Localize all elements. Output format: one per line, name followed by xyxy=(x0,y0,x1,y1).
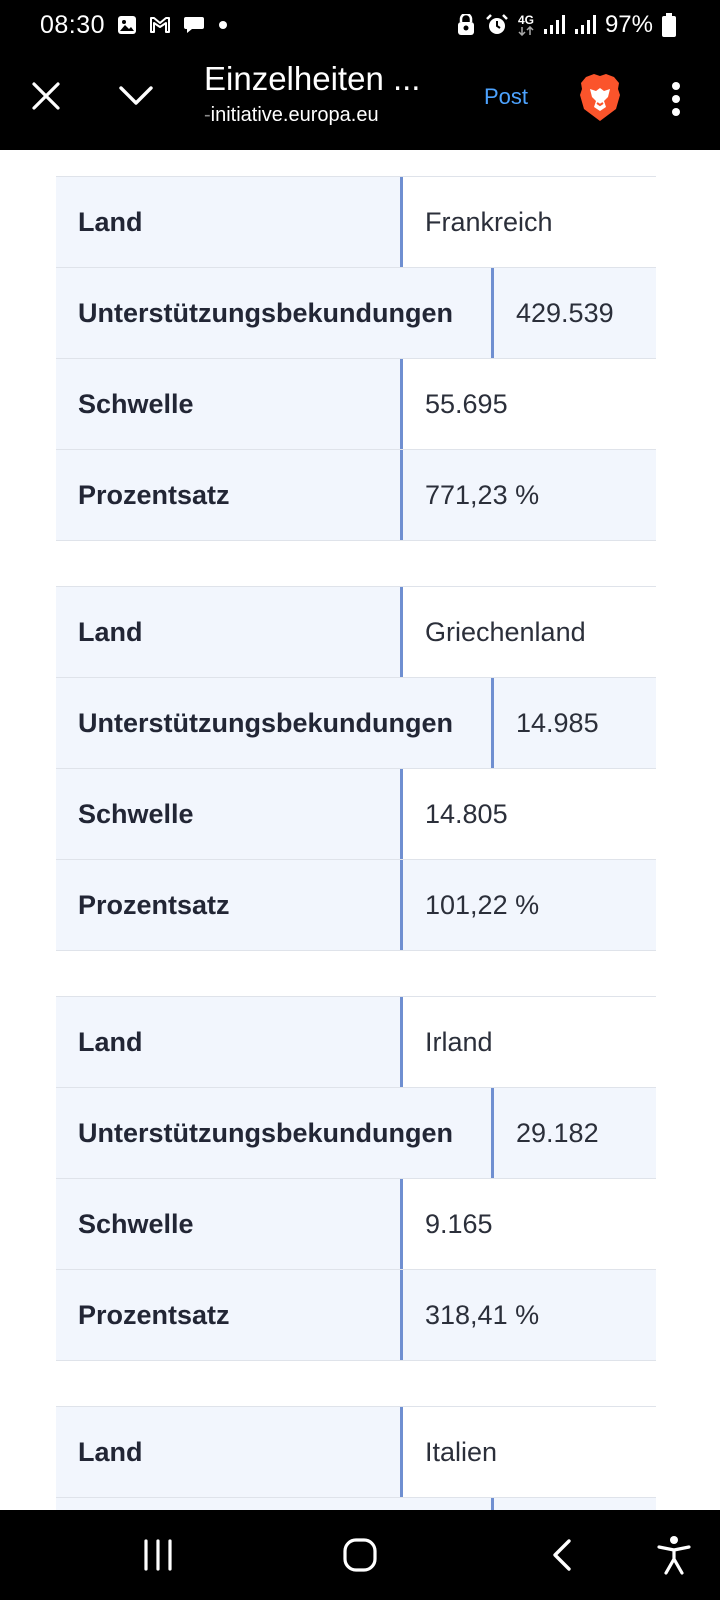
brave-shields-button[interactable] xyxy=(574,70,626,126)
close-icon xyxy=(32,82,60,110)
row-label: Unterstützungsbekundungen xyxy=(56,268,494,358)
alarm-icon xyxy=(485,14,509,36)
row-label: Land xyxy=(56,997,403,1087)
row-label: Schwelle xyxy=(56,359,403,449)
status-bar: 08:30 4G 97% xyxy=(0,0,720,50)
signal-icon xyxy=(543,15,565,35)
url-text: initiative.europa.eu xyxy=(210,104,379,126)
network-4g-icon: 4G xyxy=(518,14,534,36)
dot-icon xyxy=(217,19,229,31)
row-label: Schwelle xyxy=(56,1179,403,1269)
recent-apps-button[interactable] xyxy=(136,1530,180,1580)
table-row: Unterstützungsbekundungen 14.985 xyxy=(56,678,656,769)
row-value: 29.182 xyxy=(516,1117,599,1148)
page-url: -initiative.europa.eu xyxy=(204,104,454,127)
table-row: Schwelle 9.165 xyxy=(56,1179,656,1270)
table-row: Unterstützungsbekundungen 429.539 xyxy=(56,268,656,359)
row-label: Land xyxy=(56,1407,403,1497)
row-value: Griechenland xyxy=(425,616,586,647)
row-value: Irland xyxy=(425,1026,493,1057)
table-row: Schwelle 14.805 xyxy=(56,769,656,860)
browser-toolbar: Einzelheiten ... -initiative.europa.eu P… xyxy=(0,50,720,150)
status-time: 08:30 xyxy=(40,10,106,39)
table-row: Land Griechenland xyxy=(56,587,656,678)
post-button[interactable]: Post xyxy=(484,84,529,109)
signal-icon xyxy=(574,15,596,35)
row-value: 771,23 % xyxy=(425,479,540,510)
gmail-icon xyxy=(149,16,171,34)
accessibility-icon xyxy=(657,1536,691,1575)
row-value: 429.539 xyxy=(516,297,614,328)
row-label: Schwelle xyxy=(56,769,403,859)
table-row: Land Italien xyxy=(56,1407,656,1498)
country-table: Land Irland Unterstützungsbekundungen 29… xyxy=(56,996,656,1361)
chevron-down-icon xyxy=(119,86,153,105)
row-value: 55.695 xyxy=(425,388,508,419)
row-value: Frankreich xyxy=(425,206,553,237)
row-label: Land xyxy=(56,177,403,267)
accessibility-button[interactable] xyxy=(652,1530,696,1580)
table-row: Unterstützungsbekundungen 29.182 xyxy=(56,1088,656,1179)
table-row xyxy=(56,1498,656,1510)
battery-percent: 97% xyxy=(604,11,653,38)
row-value: Italien xyxy=(425,1436,498,1467)
more-vertical-icon xyxy=(672,82,680,116)
row-label: Prozentsatz xyxy=(56,860,403,950)
title-block[interactable]: Einzelheiten ... -initiative.europa.eu xyxy=(204,60,454,127)
table-row: Land Irland xyxy=(56,997,656,1088)
table-row: Prozentsatz 101,22 % xyxy=(56,860,656,951)
row-label: Unterstützungsbekundungen xyxy=(56,1088,494,1178)
table-row: Schwelle 55.695 xyxy=(56,359,656,450)
row-label: Prozentsatz xyxy=(56,450,403,540)
row-value: 14.805 xyxy=(425,798,508,829)
collapse-button[interactable] xyxy=(108,70,164,122)
brave-lion-icon xyxy=(580,74,620,121)
more-options-button[interactable] xyxy=(660,76,692,122)
vpn-icon xyxy=(456,14,476,36)
row-value: 14.985 xyxy=(516,707,599,738)
row-value: 101,22 % xyxy=(425,889,540,920)
page-title: Einzelheiten ... xyxy=(204,60,421,97)
row-label xyxy=(56,1498,494,1510)
row-label: Prozentsatz xyxy=(56,1270,403,1360)
home-icon xyxy=(343,1538,377,1572)
row-value: 9.165 xyxy=(425,1208,493,1239)
chat-icon xyxy=(183,15,205,35)
system-nav-bar xyxy=(0,1510,720,1600)
table-row: Prozentsatz 318,41 % xyxy=(56,1270,656,1361)
row-value xyxy=(494,1498,656,1510)
page-content[interactable]: Land Frankreich Unterstützungsbekundunge… xyxy=(0,150,720,1510)
country-table: Land Italien xyxy=(56,1406,656,1510)
back-icon xyxy=(553,1539,571,1571)
country-table: Land Griechenland Unterstützungsbekundun… xyxy=(56,586,656,951)
country-table: Land Frankreich Unterstützungsbekundunge… xyxy=(56,176,656,541)
row-value: 318,41 % xyxy=(425,1299,540,1330)
recent-apps-icon xyxy=(144,1539,172,1571)
row-label: Land xyxy=(56,587,403,677)
gallery-icon xyxy=(117,15,137,35)
table-row: Land Frankreich xyxy=(56,177,656,268)
url-prefix: - xyxy=(204,104,211,126)
battery-icon xyxy=(662,13,676,37)
row-label: Unterstützungsbekundungen xyxy=(56,678,494,768)
home-button[interactable] xyxy=(338,1530,382,1580)
table-row: Prozentsatz 771,23 % xyxy=(56,450,656,541)
back-button[interactable] xyxy=(544,1530,580,1580)
close-button[interactable] xyxy=(20,70,72,122)
